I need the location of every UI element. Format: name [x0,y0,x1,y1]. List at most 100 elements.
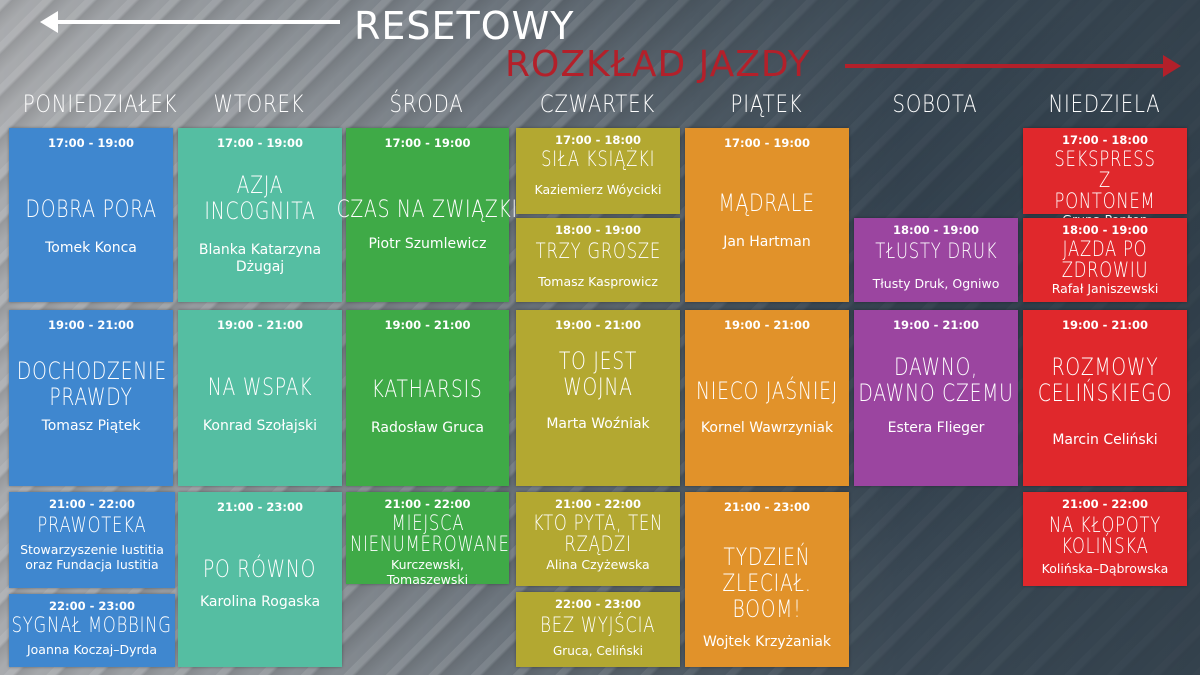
show-time: 19:00 - 21:00 [1062,318,1148,332]
show-title: Na kłopoty Kolińska [1048,513,1162,558]
show-card-thursday-4[interactable]: 21:00 - 22:00 Kto pyta, ten rządzi Alina… [516,492,680,586]
show-card-sunday-4[interactable]: 21:00 - 22:00 Na kłopoty Kolińska Kolińs… [1023,492,1187,586]
show-title: Tydzień zleciał. Boom! [722,543,812,623]
arrow-left-icon [40,11,340,33]
show-title: Siła książki [540,147,656,171]
show-host: Tomasz Piątek [41,418,141,434]
show-card-saturday-2[interactable]: 19:00 - 21:00 Dawno, dawno czemu Estera … [854,310,1018,486]
show-title: Po równo [203,555,317,583]
show-time: 21:00 - 22:00 [1062,497,1148,511]
day-header-wednesday: ŚRODA [389,90,464,118]
show-time: 18:00 - 19:00 [893,223,979,237]
show-card-tuesday-3[interactable]: 21:00 - 23:00 Po równo Karolina Rogaska [178,492,342,667]
show-card-friday-3[interactable]: 21:00 - 23:00 Tydzień zleciał. Boom! Woj… [685,492,849,667]
show-host: Jan Hartman [723,234,811,250]
show-host: Estera Flieger [887,420,985,436]
show-time: 21:00 - 23:00 [217,500,303,514]
show-time: 17:00 - 18:00 [555,133,641,147]
day-header-tuesday: WTOREK [213,90,305,118]
day-header-thursday: CZWARTEK [539,90,656,118]
show-title: Na wspak [207,373,313,401]
show-time: 18:00 - 19:00 [1062,223,1148,237]
day-header-friday: PIĄTEK [730,90,803,118]
show-title: Trzy grosze [535,239,661,263]
day-header-saturday: SOBOTA [892,90,978,118]
show-title: Dobra pora [25,195,157,223]
show-card-monday-3[interactable]: 21:00 - 22:00 Prawoteka Stowarzyszenie I… [9,492,175,588]
show-time: 19:00 - 21:00 [48,318,134,332]
show-time: 17:00 - 19:00 [48,136,134,150]
show-card-tuesday-1[interactable]: 17:00 - 19:00 Azja Incognita Blanka Kata… [178,128,342,302]
show-card-wednesday-1[interactable]: 17:00 - 19:00 Czas na związki Piotr Szum… [337,128,517,302]
show-time: 19:00 - 21:00 [384,318,471,332]
show-host: Gruca, Celiński [553,644,643,658]
show-host: Joanna Koczaj–Dyrda [26,642,158,657]
show-host: Wojtek Krzyżaniak [702,634,832,650]
show-title: Azja Incognita [204,171,316,225]
show-time: 19:00 - 21:00 [555,318,641,332]
show-title: Miejsca nienumerowane [349,511,510,556]
show-host: Piotr Szumlewicz [368,236,487,252]
show-title: Bez wyjścia [540,613,656,637]
show-card-wednesday-3[interactable]: 21:00 - 22:00 Miejsca nienumerowane Kurc… [346,492,510,587]
arrow-right-icon [845,55,1181,77]
show-host: Tłusty Druk, Ogniwo [872,276,1000,291]
show-card-monday-2[interactable]: 19:00 - 21:00 Dochodzenie prawdy Tomasz … [9,310,173,486]
show-host: Rafał Janiszewski [1051,281,1159,296]
show-title: Dawno, dawno czemu [858,353,1014,407]
show-title: Czas na związki [336,195,519,223]
show-host: Marta Woźniak [546,416,650,432]
show-time: 19:00 - 21:00 [217,318,303,332]
show-time: 22:00 - 23:00 [49,599,135,613]
show-host: Marcin Celiński [1052,432,1158,448]
show-host: Tomek Konca [45,240,137,256]
show-title: Kto pyta, ten rządzi [532,511,664,556]
show-card-thursday-1[interactable]: 17:00 - 18:00 Siła książki Kaziemierz Wó… [516,128,680,214]
show-card-sunday-2[interactable]: 18:00 - 19:00 Jazda po zdrowiu Rafał Jan… [1023,218,1187,302]
show-card-wednesday-2[interactable]: 19:00 - 21:00 Katharsis Radosław Gruca [346,310,509,486]
show-host: Stowarzyszenie Iustitia oraz Fundacja Iu… [20,542,164,572]
day-header-monday: PONIEDZIAŁEK [22,90,178,118]
show-title: Tłusty druk [874,239,998,263]
show-title: To jest wojna [558,347,638,401]
show-title: Dochodzenie prawdy [16,357,167,411]
show-title: Rozmowy Celińskiego [1037,353,1173,407]
show-time: 21:00 - 23:00 [724,500,810,514]
show-host: Kurczewski, Tomaszewski [386,557,469,587]
show-time: 21:00 - 22:00 [49,497,135,511]
show-card-monday-4[interactable]: 22:00 - 23:00 Sygnał Mobbing Joanna Kocz… [9,594,175,667]
show-host: Karolina Rogaska [199,594,321,610]
show-host: Alina Czyżewska [546,557,650,572]
show-card-thursday-5[interactable]: 22:00 - 23:00 Bez wyjścia Gruca, Celińsk… [516,592,680,667]
title-rozklad-jazdy: ROZKŁAD JAZDY [505,44,811,85]
show-title: Nieco jaśniej [695,377,839,405]
show-time: 21:00 - 22:00 [384,497,471,511]
show-card-monday-1[interactable]: 17:00 - 19:00 Dobra pora Tomek Konca [9,128,173,302]
show-time: 22:00 - 23:00 [555,597,641,611]
show-host: Konrad Szołajski [202,418,318,434]
show-card-sunday-3[interactable]: 19:00 - 21:00 Rozmowy Celińskiego Marcin… [1023,310,1187,486]
show-card-saturday-1[interactable]: 18:00 - 19:00 Tłusty druk Tłusty Druk, O… [854,218,1018,302]
show-host: Radosław Gruca [371,420,484,436]
show-card-thursday-3[interactable]: 19:00 - 21:00 To jest wojna Marta Woźnia… [516,310,680,486]
show-title: Sygnał Mobbing [11,613,173,637]
show-card-friday-1[interactable]: 17:00 - 19:00 Mądrale Jan Hartman [685,128,849,302]
show-host: Kolińska–Dąbrowska [1041,561,1169,576]
show-card-friday-2[interactable]: 19:00 - 21:00 Nieco jaśniej Kornel Wawrz… [685,310,849,486]
show-time: 21:00 - 22:00 [555,497,641,511]
show-time: 18:00 - 19:00 [555,223,641,237]
show-card-tuesday-2[interactable]: 19:00 - 21:00 Na wspak Konrad Szołajski [178,310,342,486]
show-title: Katharsis [372,375,483,403]
show-title: Jazda po zdrowiu [1061,237,1149,282]
show-time: 19:00 - 21:00 [724,318,810,332]
title-resetowy: RESETOWY [354,4,575,48]
show-title: Sekspress z pontonem [1054,147,1156,213]
show-time: 19:00 - 21:00 [893,318,979,332]
show-title: Mądrale [718,189,816,217]
show-card-thursday-2[interactable]: 18:00 - 19:00 Trzy grosze Tomasz Kasprow… [516,218,680,302]
show-time: 17:00 - 19:00 [724,136,810,150]
show-title: Prawoteka [37,513,147,537]
show-host: Blanka Katarzyna Dżugaj [198,242,322,275]
show-time: 17:00 - 19:00 [217,136,303,150]
show-card-sunday-1[interactable]: 17:00 - 18:00 Sekspress z pontonem Grupa… [1023,128,1187,227]
